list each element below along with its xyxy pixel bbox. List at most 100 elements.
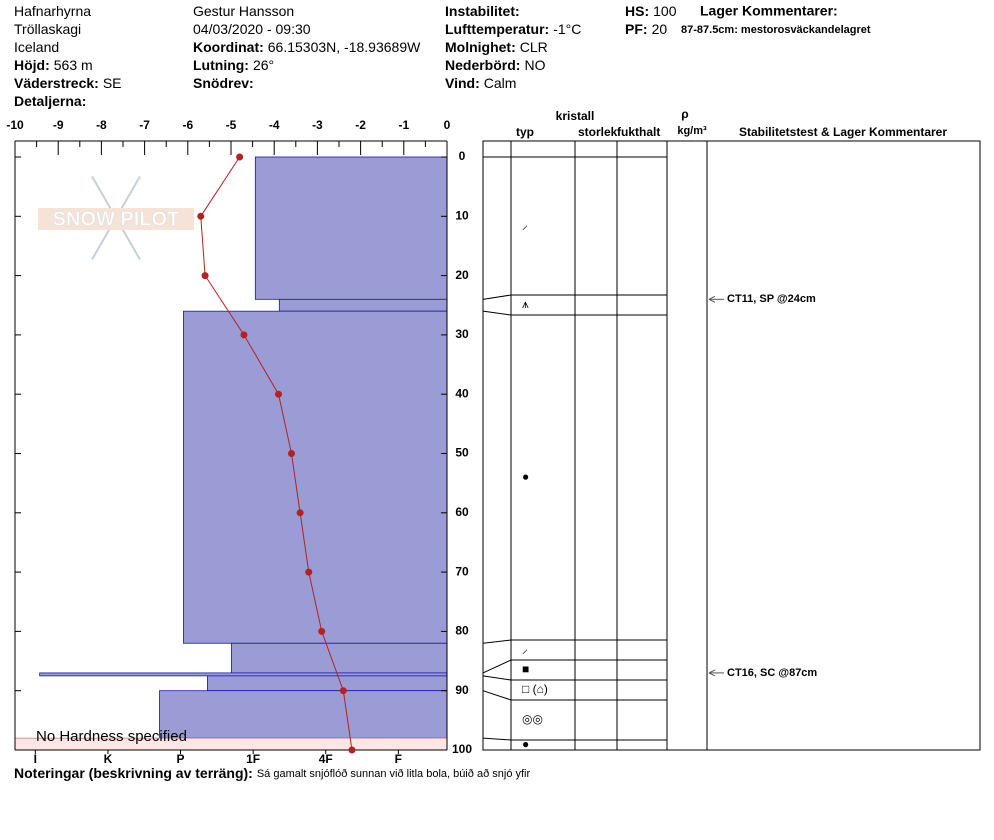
temperature-point	[275, 390, 283, 398]
header-field: PF: 20	[625, 21, 667, 37]
logo-flake	[115, 217, 141, 261]
field-label: Lutning:	[193, 57, 249, 73]
field-value: CLR	[520, 39, 548, 55]
depth-connector	[482, 690, 512, 701]
header-field: Koordinat: 66.15303N, -18.93689W	[193, 39, 421, 55]
header-field: HS: 100	[625, 3, 677, 19]
y-tick-label: 90	[455, 683, 469, 697]
field-value: Calm	[484, 75, 517, 91]
x-tick-label: 0	[444, 118, 451, 132]
field-value: Tröllaskagi	[14, 21, 81, 37]
stability-arrowhead	[708, 295, 716, 303]
depth-connector	[482, 659, 512, 674]
hardness-bar	[39, 672, 448, 677]
header-rho-unit: kg/m³	[677, 125, 707, 137]
header-size: storlek	[578, 125, 618, 139]
y-tick-label: 40	[455, 386, 469, 400]
hardness-bar	[230, 642, 448, 674]
field-label: Vind:	[445, 75, 480, 91]
field-value: 04/03/2020 - 09:30	[193, 21, 311, 37]
header-field: Nederbörd: NO	[445, 57, 546, 73]
header-field: Höjd: 563 m	[14, 57, 93, 73]
no-hardness-label: No Hardness specified	[36, 728, 187, 745]
header-field: Gestur Hansson	[193, 3, 294, 19]
layer-comments-title: Lager Kommentarer:	[700, 3, 838, 19]
temperature-point	[318, 627, 326, 635]
header-field: Detaljerna:	[14, 93, 86, 109]
header-rho: ρ	[681, 107, 688, 121]
y-tick-label: 0	[459, 149, 466, 163]
temperature-point	[339, 687, 347, 695]
logo: SNOW PILOT	[38, 175, 194, 261]
hardness-bar	[207, 675, 448, 692]
hardness-bar	[278, 298, 448, 312]
x-tick-label: -7	[139, 118, 150, 132]
x-tick-label: -1	[398, 118, 409, 132]
depth-connector	[482, 675, 512, 681]
x-tick-label: -3	[312, 118, 323, 132]
header-field: Vind: Calm	[445, 75, 516, 91]
x-tick-label: -5	[226, 118, 237, 132]
field-label: Nederbörd:	[445, 57, 520, 73]
layer-comment: 87-87.5cm: mestorosväckandelagret	[681, 24, 871, 36]
hardness-bar	[183, 310, 448, 644]
header-field: Lufttemperatur: -1°C	[445, 21, 581, 37]
grain-type: ■	[522, 662, 529, 676]
stability-arrowhead	[708, 669, 716, 677]
header-comments: Stabilitetstest & Lager Kommentarer	[739, 125, 947, 139]
field-label: Molnighet:	[445, 39, 516, 55]
field-label: Väderstreck:	[14, 75, 99, 91]
temperature-point	[236, 153, 244, 161]
temperature-point	[348, 746, 356, 754]
field-value: SE	[103, 75, 122, 91]
logo-flake	[91, 217, 117, 261]
field-label: Koordinat:	[193, 39, 264, 55]
header-field: Lutning: 26°	[193, 57, 274, 73]
x-tick-label: -6	[182, 118, 193, 132]
temperature-point	[296, 509, 304, 517]
x-tick-label: -10	[6, 118, 24, 132]
x-tick-label: -8	[96, 118, 107, 132]
field-value: 26°	[253, 57, 274, 73]
y-tick-label: 50	[455, 446, 469, 460]
stability-comment: CT16, SC @87cm	[727, 667, 817, 679]
y-tick-label: 60	[455, 505, 469, 519]
field-label: Instabilitet:	[445, 3, 520, 19]
hardness-bar	[254, 156, 448, 300]
notes-text: Sá gamalt snjóflóð sunnan við litla bola…	[257, 768, 531, 780]
hardness-tick-label: 4F	[319, 752, 333, 766]
grain-type: ●	[522, 737, 529, 751]
temperature-point	[201, 272, 209, 280]
grain-type: ⸝	[522, 218, 528, 232]
temperature-point	[287, 450, 295, 457]
y-tick-label: 70	[455, 564, 469, 578]
grain-type: ●	[522, 470, 529, 484]
field-value: Iceland	[14, 39, 59, 55]
grain-type: □ (⌂)	[522, 682, 548, 696]
logo-band	[38, 208, 194, 230]
field-value: NO	[524, 57, 545, 73]
y-tick-label: 100	[452, 742, 472, 756]
depth-connector	[482, 737, 512, 741]
depth-connector	[482, 639, 512, 644]
header-field: Molnighet: CLR	[445, 39, 548, 55]
y-tick-label: 10	[455, 208, 469, 222]
header-moisture: fukthalt	[617, 125, 660, 139]
field-label: PF:	[625, 21, 648, 37]
field-value: 66.15303N, -18.93689W	[268, 39, 421, 55]
notes: Noteringar (beskrivning av terräng): Sá g…	[14, 765, 530, 781]
field-label: Höjd:	[14, 57, 50, 73]
hardness-tick-label: 1F	[246, 752, 260, 766]
grain-type: ◎◎	[522, 712, 543, 726]
grain-type: ⸝	[522, 642, 528, 656]
header-field: Hafnarhyrna	[14, 3, 91, 19]
field-value: 563 m	[54, 57, 93, 73]
stability-comment: CT11, SP @24cm	[727, 293, 816, 305]
header-field: 04/03/2020 - 09:30	[193, 21, 311, 37]
logo-text: SNOW PILOT	[53, 208, 180, 230]
field-label: Snödrev:	[193, 75, 254, 91]
header-type: typ	[516, 125, 534, 139]
header-field: Instabilitet:	[445, 3, 520, 19]
x-tick-label: -2	[355, 118, 366, 132]
hardness-tick-label: K	[104, 752, 113, 766]
